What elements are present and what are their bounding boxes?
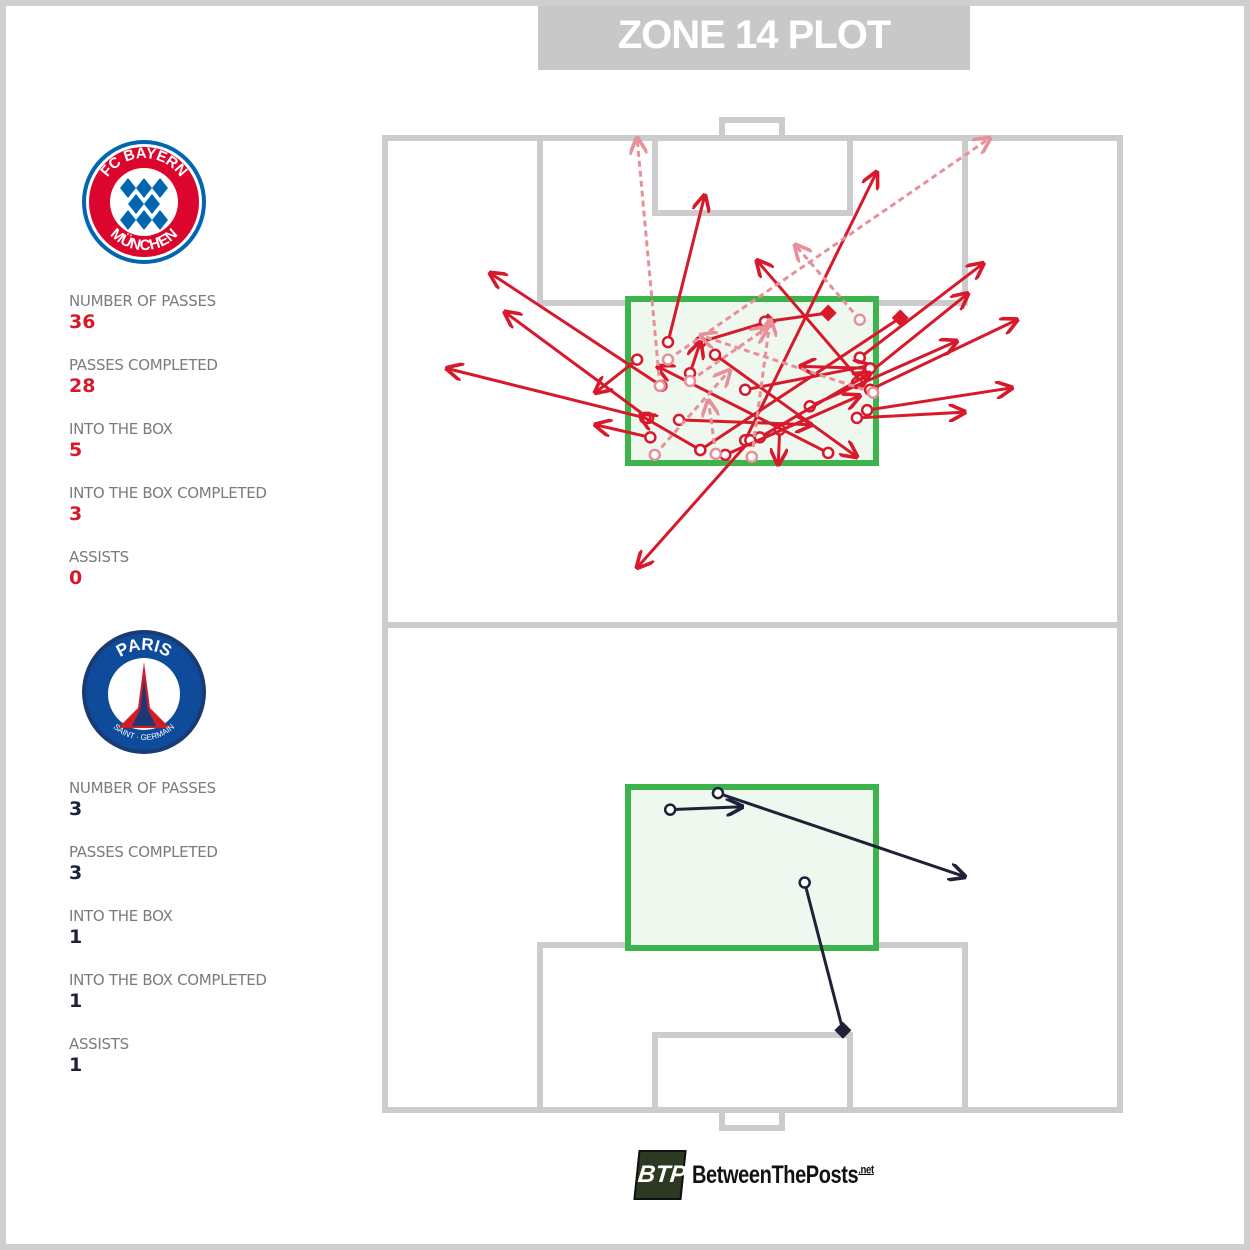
home-pass-origin	[683, 374, 697, 388]
home-pass-arrow	[490, 273, 663, 388]
home-pass-origin	[630, 353, 644, 366]
stat-number-of-passes: NUMBER OF PASSES 3	[69, 779, 216, 820]
home-pass-arrow	[689, 328, 767, 383]
brand-suffix: .net	[858, 1162, 874, 1177]
bayern-logo: FC BAYERN MÜNCHEN	[82, 140, 206, 264]
home-pass-origin	[661, 335, 675, 349]
bayern-stats: NUMBER OF PASSES 36 PASSES COMPLETED 28 IN…	[69, 292, 267, 612]
psg-stats: NUMBER OF PASSES 3 PASSES COMPLETED 3 INTO…	[69, 779, 267, 1099]
home-pass-arrow	[743, 172, 877, 441]
away-key-pass-marker	[834, 1021, 852, 1039]
psg-logo: PARIS SAINT · GERMAIN	[82, 630, 206, 754]
home-pass-arrow	[595, 358, 639, 393]
away-pass-arrow	[803, 882, 845, 1031]
home-pass-origin	[709, 447, 722, 461]
away-pass-arrow	[717, 791, 965, 877]
home-pass-arrow	[757, 260, 861, 382]
stat-into-box-completed: INTO THE BOX COMPLETED 1	[69, 971, 267, 1012]
home-pass-arrow	[667, 138, 990, 361]
home-pass-arrow	[505, 312, 650, 420]
stat-passes-completed: PASSES COMPLETED 3	[69, 843, 218, 884]
chart-title: ZONE 14 PLOT	[538, 6, 970, 70]
home-pass-origin	[860, 403, 874, 417]
home-pass-origin	[850, 411, 864, 425]
home-pass-origin	[644, 431, 657, 444]
pitch-lines	[382, 117, 1123, 1131]
home-pass-origin	[648, 448, 661, 462]
home-pass-origin	[863, 362, 877, 375]
home-pass-arrow	[640, 415, 702, 452]
home-pass-arrow	[858, 263, 983, 359]
home-pass-arrow	[699, 316, 902, 452]
home-key-pass-marker	[819, 304, 837, 322]
stat-into-the-box: INTO THE BOX 5	[69, 420, 173, 461]
home-pass-arrow	[653, 370, 730, 456]
home-pass-origin	[653, 379, 667, 393]
home-pass-arrow	[800, 366, 871, 368]
brand-logo: BTP BetweenThePosts.net	[633, 1150, 919, 1200]
stat-into-the-box: INTO THE BOX 1	[69, 907, 173, 948]
stat-into-box-completed: INTO THE BOX COMPLETED 3	[69, 484, 267, 525]
home-pass-origin	[745, 450, 759, 464]
home-pass-arrow	[866, 388, 1012, 412]
home-pass-arrow	[678, 420, 811, 425]
home-pass-origin	[853, 313, 867, 327]
home-pass-origin	[866, 386, 880, 399]
home-pass-arrow	[759, 373, 870, 439]
home-pass-arrow	[795, 245, 861, 321]
stat-assists: ASSISTS 0	[69, 548, 129, 589]
home-pass-arrow	[856, 412, 965, 418]
away-pass-origin	[663, 803, 677, 816]
away-pass-arrow	[670, 807, 742, 810]
home-pass-arrow	[595, 425, 651, 439]
btp-badge: BTP	[633, 1150, 687, 1200]
brand-name: BetweenThePosts	[692, 1160, 859, 1189]
home-pass-arrow	[714, 353, 857, 457]
home-pass-arrow	[637, 138, 662, 386]
away-pass-origin	[798, 876, 811, 889]
home-pass-arrow	[708, 400, 715, 455]
home-pass-origin	[661, 353, 675, 366]
home-pass-arrow	[700, 335, 874, 395]
home-pass-origin	[853, 351, 867, 364]
stat-assists: ASSISTS 1	[69, 1035, 129, 1076]
home-pass-arrow	[637, 439, 752, 567]
home-key-pass-marker	[891, 309, 909, 327]
home-pass-arrow	[447, 368, 646, 420]
home-pass-origin	[738, 383, 752, 396]
home-pass-origin	[708, 348, 722, 362]
home-pass-arrow	[744, 365, 870, 392]
stat-passes-completed: PASSES COMPLETED 28	[69, 356, 218, 397]
stat-number-of-passes: NUMBER OF PASSES 36	[69, 292, 216, 333]
home-pass-arrow	[666, 195, 705, 343]
away-pass-origin	[711, 786, 725, 800]
home-pass-origin	[694, 443, 707, 457]
home-pass-origin	[821, 446, 835, 460]
